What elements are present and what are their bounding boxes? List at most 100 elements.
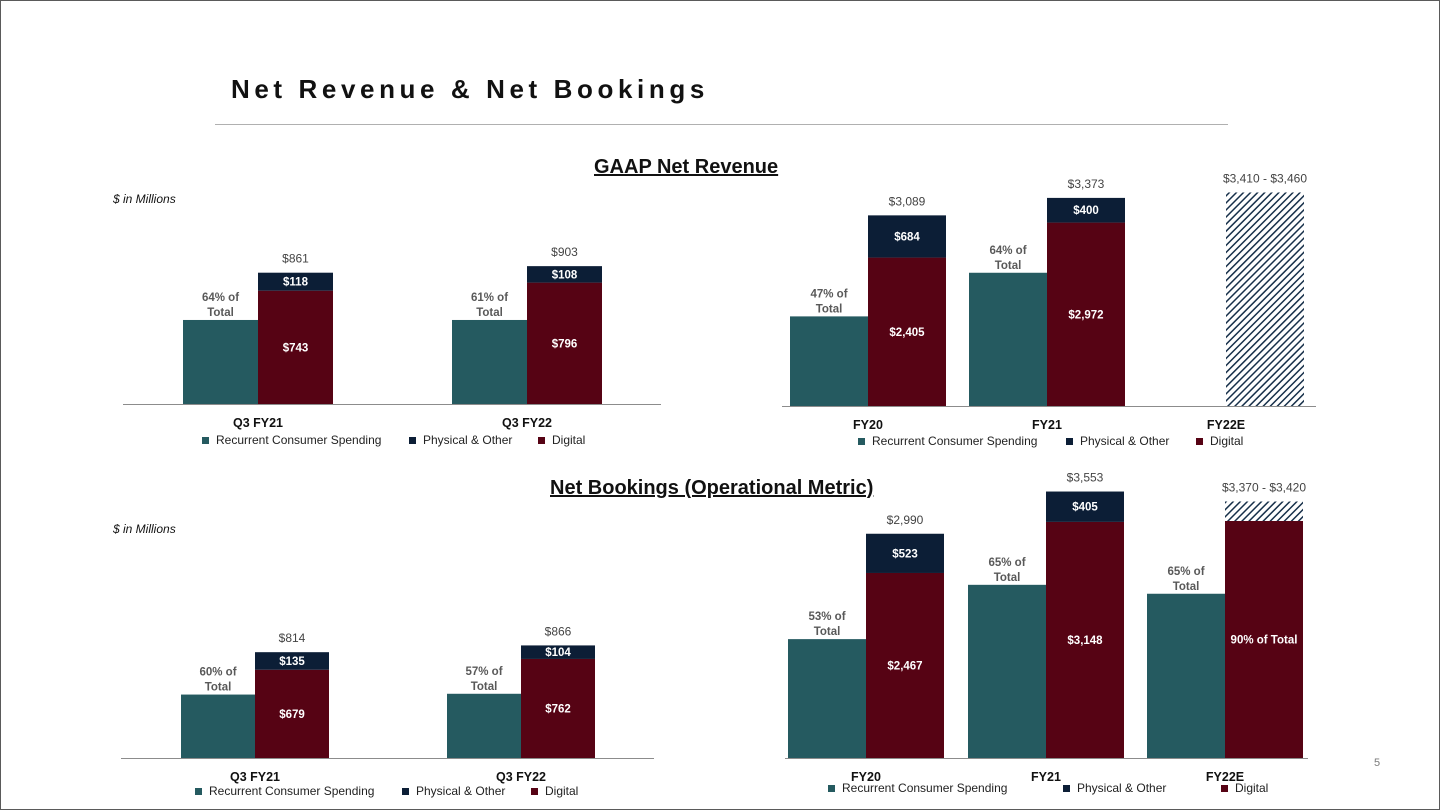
- bar-recurrent-fy21: [968, 584, 1046, 758]
- legend-recurrent-swatch: [202, 437, 209, 444]
- bar-digital-fy20: [866, 572, 944, 758]
- label-total-fy22e: $3,410 - $3,460: [1223, 171, 1307, 185]
- label-physical-fy20: $523: [892, 548, 918, 560]
- label-recurrent-fy21: 64% of Total: [989, 245, 1026, 272]
- legend-digital-swatch: [1221, 785, 1228, 792]
- label-total-q3-fy21: $861: [282, 252, 309, 266]
- label-digital-q3-fy21: $679: [279, 709, 305, 721]
- label-physical-q3-fy21: $135: [279, 656, 305, 668]
- bar-digital-fy20: [868, 257, 946, 406]
- bar-guidance-fy22e: [1225, 501, 1303, 521]
- label-total-fy20: $3,089: [889, 194, 926, 208]
- label-digital-q3-fy21: $743: [283, 342, 309, 354]
- legend-physical-label: Physical & Other: [416, 784, 505, 798]
- page-number: 5: [1374, 757, 1381, 769]
- bar-physical-fy20: [866, 533, 944, 573]
- x-tick-fy21: FY21: [1031, 770, 1061, 784]
- legend-recurrent-label: Recurrent Consumer Spending: [216, 433, 381, 447]
- legend-digital-swatch: [1196, 438, 1203, 445]
- x-tick-fy20: FY20: [851, 770, 881, 784]
- bar-recurrent-q3-fy22: [452, 319, 527, 404]
- bar-recurrent-q3-fy22: [447, 693, 521, 758]
- legend-digital-label: Digital: [545, 784, 578, 798]
- legend-digital-label: Digital: [552, 433, 585, 447]
- bar-digital-q3-fy21: [255, 669, 329, 758]
- label-digital-fy21: $3,148: [1067, 635, 1103, 647]
- label-physical-q3-fy21: $118: [283, 277, 309, 289]
- label-total-q3-fy22: $903: [551, 245, 578, 259]
- legend-physical-label: Physical & Other: [423, 433, 512, 447]
- bar-physical-fy21: [1047, 197, 1125, 223]
- legend-physical-swatch: [409, 437, 416, 444]
- legend-recurrent-swatch: [828, 785, 835, 792]
- label-recurrent-q3-fy22: 57% of Total: [465, 666, 502, 693]
- bar-physical-q3-fy22: [527, 266, 602, 283]
- title-divider: [215, 124, 1228, 125]
- legend-physical-label: Physical & Other: [1080, 434, 1169, 448]
- quarterly-revenue-chart: 64% of Total $743 $118 $861 Q3 FY21 61% of Tota…: [123, 245, 661, 447]
- bar-digital-fy22e: [1225, 521, 1303, 758]
- label-digital-fy20: $2,405: [889, 327, 925, 339]
- revenue-section-title: GAAP Net Revenue: [594, 156, 779, 178]
- bar-recurrent-fy22e: [1147, 593, 1225, 758]
- label-digital-fy20: $2,467: [887, 660, 922, 672]
- x-tick-fy22e: FY22E: [1206, 770, 1244, 784]
- bar-recurrent-q3-fy21: [181, 694, 255, 758]
- legend-recurrent-swatch: [195, 788, 202, 795]
- legend-physical-label: Physical & Other: [1077, 781, 1166, 795]
- label-digital-fy22e: 90% of Total: [1231, 635, 1298, 647]
- label-physical-fy21: $400: [1073, 205, 1099, 217]
- x-tick-q3-fy21: Q3 FY21: [230, 770, 280, 784]
- legend-physical-swatch: [1066, 438, 1073, 445]
- label-total-fy21: $3,553: [1067, 471, 1104, 485]
- label-recurrent-q3-fy21: 60% of Total: [199, 667, 236, 694]
- x-tick-q3-fy21: Q3 FY21: [233, 416, 283, 430]
- x-tick-fy20: FY20: [853, 418, 883, 432]
- label-physical-q3-fy22: $104: [545, 647, 571, 659]
- bar-recurrent-fy21: [969, 272, 1047, 406]
- label-recurrent-fy20: 47% of Total: [810, 288, 847, 315]
- bar-guidance-fy22e: [1226, 192, 1304, 406]
- bar-recurrent-q3-fy21: [183, 319, 258, 404]
- bar-digital-q3-fy22: [521, 658, 595, 758]
- revenue-units-label: $ in Millions: [113, 192, 176, 206]
- annual-bookings-chart: 53% of Total $2,467 $523 $2,990 FY20 65% of Tot…: [785, 471, 1308, 795]
- label-digital-fy21: $2,972: [1068, 309, 1103, 321]
- bar-digital-fy21: [1046, 521, 1124, 758]
- label-recurrent-fy22e: 65% of Total: [1167, 566, 1204, 593]
- label-physical-fy20: $684: [894, 231, 920, 243]
- label-total-fy22e: $3,370 - $3,420: [1222, 481, 1306, 495]
- bar-digital-q3-fy22: [527, 282, 602, 404]
- bar-physical-q3-fy21: [255, 652, 329, 670]
- bar-physical-q3-fy22: [521, 645, 595, 659]
- slide-title: Net Revenue & Net Bookings: [231, 74, 709, 104]
- bar-recurrent-fy20: [788, 639, 866, 758]
- legend-digital-swatch: [531, 788, 538, 795]
- label-total-q3-fy22: $866: [545, 624, 572, 638]
- bookings-section-title: Net Bookings (Operational Metric): [550, 477, 874, 499]
- legend-physical-swatch: [1063, 785, 1070, 792]
- label-recurrent-fy21: 65% of Total: [988, 557, 1025, 584]
- legend-physical-swatch: [402, 788, 409, 795]
- label-physical-fy21: $405: [1072, 502, 1098, 514]
- label-physical-q3-fy22: $108: [552, 269, 578, 281]
- bar-recurrent-fy20: [790, 316, 868, 406]
- x-tick-fy22e: FY22E: [1207, 418, 1245, 432]
- legend-recurrent-label: Recurrent Consumer Spending: [842, 781, 1007, 795]
- label-digital-q3-fy22: $796: [552, 338, 578, 350]
- bar-physical-q3-fy21: [258, 272, 333, 291]
- legend-digital-label: Digital: [1210, 434, 1243, 448]
- label-recurrent-q3-fy21: 64% of Total: [202, 292, 239, 319]
- legend-recurrent-label: Recurrent Consumer Spending: [872, 434, 1037, 448]
- x-tick-q3-fy22: Q3 FY22: [502, 416, 552, 430]
- legend-digital-label: Digital: [1235, 781, 1268, 795]
- label-total-fy20: $2,990: [887, 513, 924, 527]
- bar-physical-fy20: [868, 215, 946, 258]
- bar-digital-q3-fy21: [258, 290, 333, 404]
- annual-revenue-chart: 47% of Total $2,405 $684 $3,089 FY20 64% of Tot…: [782, 171, 1316, 448]
- legend-digital-swatch: [538, 437, 545, 444]
- label-total-q3-fy21: $814: [279, 631, 306, 645]
- legend-recurrent-swatch: [858, 438, 865, 445]
- label-recurrent-fy20: 53% of Total: [808, 611, 845, 638]
- bar-physical-fy21: [1046, 491, 1124, 522]
